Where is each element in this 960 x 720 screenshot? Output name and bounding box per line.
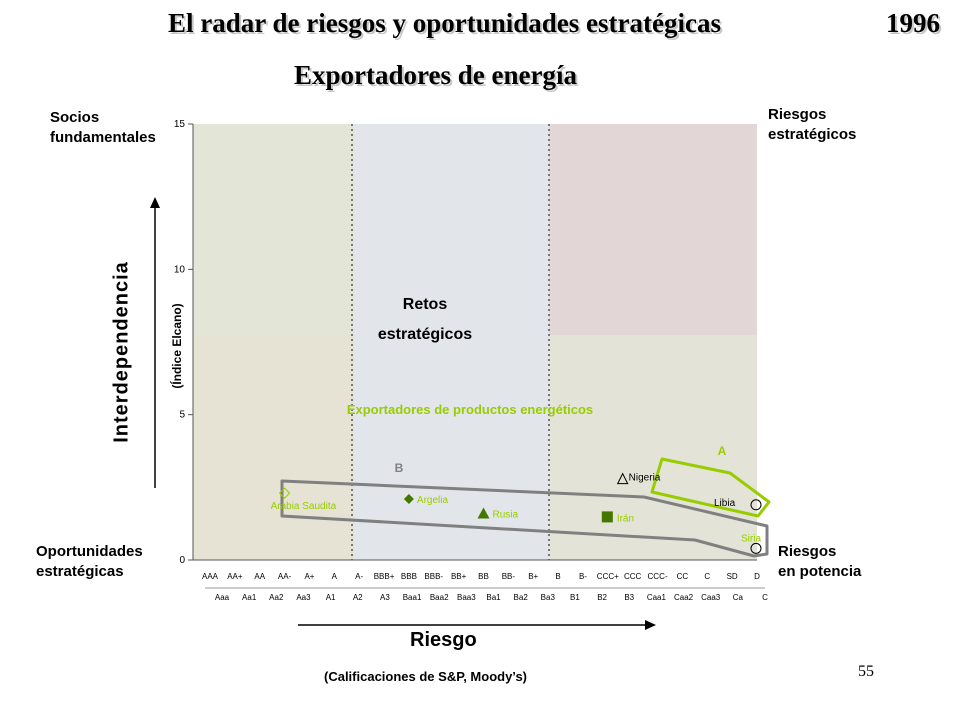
x-tick-moodys: B3: [624, 593, 634, 602]
quadrant-bottom-right: Riesgos en potencia: [778, 542, 861, 582]
quadrant-bottom-left: Oportunidades estratégicas: [36, 542, 143, 582]
x-tick-moodys: C: [762, 593, 768, 602]
point-libia: [750, 499, 762, 511]
quadrant-bottom-right-line2: en potencia: [778, 563, 862, 580]
x-tick-moodys: Ba3: [541, 593, 556, 602]
x-axis-title: Riesgo: [410, 629, 477, 651]
quadrant-top-right-line2: estratégicos: [768, 126, 857, 143]
quadrant-bottom-left-line2: estratégicas: [36, 563, 124, 580]
point-ir-n: [601, 511, 613, 523]
y-axis-title: Interdependencia: [110, 261, 133, 443]
quadrant-top-left-line1: Socios: [50, 109, 100, 126]
x-tick-moodys: B2: [597, 593, 607, 602]
quadrant-top-right-line1: Riesgos: [768, 106, 827, 123]
x-tick-sp: B+: [528, 572, 538, 581]
x-tick-moodys: Caa2: [674, 593, 694, 602]
x-tick-sp: A+: [304, 572, 314, 581]
quadrant-center-line1: Retos: [402, 296, 448, 313]
x-tick-sp: BB-: [502, 572, 516, 581]
x-arrow-head: [645, 620, 656, 630]
x-tick-sp: CCC+: [597, 572, 619, 581]
x-axis-subtitle: (Calificaciones de S&P, Moody’s): [324, 669, 527, 684]
x-tick-moodys: Baa3: [457, 593, 476, 602]
quadrant-top-left: Socios fundamentales: [50, 108, 156, 148]
zone-oportunidades: [193, 335, 354, 560]
x-tick-sp: BB: [478, 572, 489, 581]
point-rusia: [477, 507, 490, 519]
label-argelia: Argelia: [417, 495, 449, 506]
quadrant-top-right: Riesgos estratégicos: [768, 105, 856, 145]
group-b-label: B: [395, 461, 404, 475]
label-ir-n: Irán: [617, 513, 634, 524]
quadrant-center-line2: estratégicos: [377, 326, 473, 343]
x-tick-sp: BBB+: [374, 572, 395, 581]
label-nigeria: Nigeria: [629, 473, 661, 484]
label-libia: Libia: [714, 498, 736, 509]
x-tick-moodys: A2: [353, 593, 363, 602]
y-tick-label: 0: [179, 555, 185, 566]
quadrant-center: Retos estratégicos: [362, 290, 488, 350]
x-tick-moodys: Baa1: [403, 593, 422, 602]
quadrant-bottom-right-line1: Riesgos: [778, 543, 837, 560]
point-siria: [750, 542, 762, 554]
x-tick-moodys: B1: [570, 593, 580, 602]
x-tick-sp: B: [555, 572, 560, 581]
zone-socios: [193, 124, 354, 335]
x-tick-sp: B-: [579, 572, 587, 581]
x-tick-moodys: Caa1: [647, 593, 667, 602]
x-tick-moodys: Aa3: [296, 593, 311, 602]
label-arabia-saudita: Arabia Saudita: [271, 501, 337, 512]
slide-subtitle: Exportadores de energía: [294, 60, 577, 90]
x-tick-sp: AA: [254, 572, 265, 581]
y-axis-subtitle: (Índice Elcano): [170, 303, 184, 389]
x-tick-sp: CCC: [624, 572, 642, 581]
quadrant-top-left-line2: fundamentales: [50, 129, 156, 146]
x-tick-moodys: Aaa: [215, 593, 230, 602]
x-tick-sp: SD: [727, 572, 738, 581]
x-tick-moodys: Ba1: [486, 593, 501, 602]
y-tick-label: 15: [174, 119, 186, 130]
zone-riesgos-potencia: [549, 335, 757, 560]
annotation-exportadores: Exportadores de productos energéticos: [347, 402, 593, 417]
group-a-label: A: [718, 444, 727, 458]
x-tick-sp: BBB: [401, 572, 417, 581]
y-tick-label: 5: [179, 410, 185, 421]
x-tick-moodys: A3: [380, 593, 390, 602]
x-tick-sp: D: [754, 572, 760, 581]
label-siria: Siria: [741, 533, 761, 544]
x-tick-sp: CCC-: [648, 572, 668, 581]
page-number: 55: [858, 663, 874, 680]
x-tick-moodys: Ba2: [514, 593, 529, 602]
x-tick-moodys: Aa1: [242, 593, 257, 602]
point-nigeria: [616, 472, 629, 485]
x-tick-sp: CC: [677, 572, 689, 581]
x-tick-sp: AA-: [278, 572, 292, 581]
x-tick-moodys: Baa2: [430, 593, 449, 602]
x-tick-sp: A-: [355, 572, 363, 581]
x-tick-moodys: Caa3: [701, 593, 721, 602]
point-argelia: [403, 493, 414, 504]
label-rusia: Rusia: [493, 509, 519, 520]
x-tick-sp: AAA: [202, 572, 219, 581]
point-arabia-saudita: [278, 487, 291, 499]
x-tick-sp: A: [332, 572, 338, 581]
zone-riesgos-estrategicos: [549, 124, 757, 335]
slide-title: El radar de riesgos y oportunidades estr…: [168, 8, 721, 38]
slide-year: 1996: [886, 8, 940, 38]
x-tick-sp: BBB-: [424, 572, 443, 581]
group-b-outline: [280, 479, 769, 558]
y-tick-label: 10: [174, 264, 186, 275]
x-tick-moodys: A1: [326, 593, 336, 602]
quadrant-bottom-left-line1: Oportunidades: [36, 543, 143, 560]
x-tick-sp: C: [704, 572, 710, 581]
x-tick-sp: AA+: [227, 572, 243, 581]
x-tick-moodys: Aa2: [269, 593, 284, 602]
x-tick-sp: BB+: [451, 572, 467, 581]
y-arrow-head: [150, 197, 160, 208]
x-tick-moodys: Ca: [733, 593, 744, 602]
group-a-outline: [650, 457, 771, 518]
